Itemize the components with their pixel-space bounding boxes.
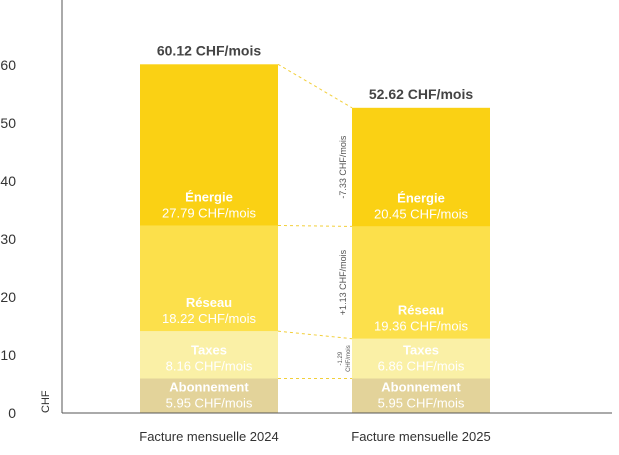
y-axis-title: CHF bbox=[40, 390, 52, 413]
y-tick-label-20: 20 bbox=[0, 289, 16, 305]
segment-value-taxes-1: 8.16 CHF/mois bbox=[166, 358, 253, 373]
segment-name-taxes-2: Taxes bbox=[403, 342, 439, 357]
segment-value-reseau-1: 18.22 CHF/mois bbox=[162, 311, 256, 326]
segment-name-abonnement-1: Abonnement bbox=[169, 379, 249, 394]
segment-name-abonnement-2: Abonnement bbox=[381, 379, 461, 394]
segment-value-abonnement-1: 5.95 CHF/mois bbox=[166, 395, 253, 410]
delta-label-line-energie-1: -7.33 CHF/mois bbox=[338, 135, 348, 199]
connector-reseau bbox=[277, 224, 353, 227]
y-tick-label-0: 0 bbox=[8, 405, 16, 421]
total-label-1: 60.12 CHF/mois bbox=[157, 42, 261, 58]
axes: 010203040506080CHFFacture mensuelle 2024… bbox=[0, 0, 612, 444]
y-tick-label-50: 50 bbox=[0, 115, 16, 131]
bar-segment-reseau-2 bbox=[352, 226, 490, 339]
segment-value-abonnement-2: 5.95 CHF/mois bbox=[378, 395, 465, 410]
bar-stacks bbox=[140, 64, 490, 413]
delta-label-line-taxes-2: CHF/mois bbox=[346, 345, 352, 372]
segment-name-taxes-1: Taxes bbox=[191, 342, 227, 357]
y-tick-label-10: 10 bbox=[0, 347, 16, 363]
bar-segment-taxes-2 bbox=[352, 338, 490, 379]
y-tick-label-60: 60 bbox=[0, 57, 16, 73]
segment-value-energie-2: 20.45 CHF/mois bbox=[374, 206, 468, 221]
connector-taxes bbox=[277, 330, 353, 340]
segment-value-energie-1: 27.79 CHF/mois bbox=[162, 205, 256, 220]
segment-value-reseau-2: 19.36 CHF/mois bbox=[374, 319, 468, 334]
total-label-2: 52.62 CHF/mois bbox=[369, 86, 473, 102]
bar-segment-abonnement-2 bbox=[352, 378, 490, 413]
y-tick-label-40: 40 bbox=[0, 173, 16, 189]
delta-label-line-reseau-1: +1.13 CHF/mois bbox=[338, 249, 348, 315]
x-category-label-1: Facture mensuelle 2024 bbox=[139, 429, 278, 444]
segment-name-reseau-1: Réseau bbox=[186, 295, 232, 310]
segment-name-reseau-2: Réseau bbox=[398, 303, 444, 318]
bar-segment-abonnement-1 bbox=[140, 378, 278, 413]
x-category-label-2: Facture mensuelle 2025 bbox=[351, 429, 490, 444]
segment-name-energie-1: Énergie bbox=[185, 189, 233, 204]
delta-label-energie: -7.33 CHF/mois bbox=[338, 135, 348, 199]
delta-label-line-taxes-1: -1.29 bbox=[338, 351, 344, 365]
connector-lines bbox=[277, 63, 353, 379]
bar-segment-reseau-1 bbox=[140, 225, 278, 332]
connector-energie bbox=[277, 63, 353, 109]
segment-name-energie-2: Énergie bbox=[397, 190, 445, 205]
bar-segment-taxes-1 bbox=[140, 331, 278, 379]
bar-segment-energie-2 bbox=[352, 107, 490, 227]
bar-segment-energie-1 bbox=[140, 64, 278, 226]
segment-value-taxes-2: 6.86 CHF/mois bbox=[378, 358, 465, 373]
delta-label-taxes: -1.29 CHF/mois bbox=[338, 345, 352, 372]
y-tick-label-30: 30 bbox=[0, 231, 16, 247]
delta-label-reseau: +1.13 CHF/mois bbox=[338, 249, 348, 315]
